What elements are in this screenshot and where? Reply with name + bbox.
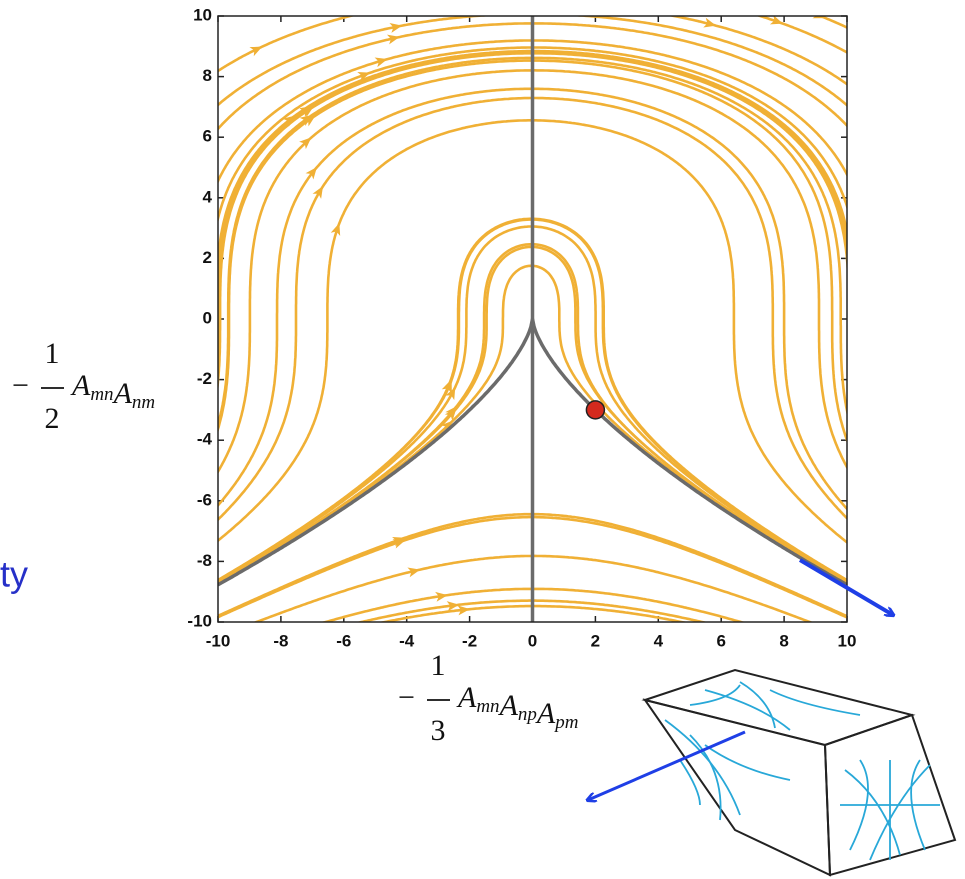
streamline (755, 16, 847, 54)
y-tick-label: -6 (197, 490, 212, 509)
stream-arrow (769, 16, 783, 25)
x-tick-label: -6 (336, 631, 351, 650)
streamline (218, 39, 847, 184)
fixed-point (585, 400, 606, 420)
plot-frame (217, 15, 848, 623)
label-numerator: 1 (45, 337, 60, 370)
stream-arrow (446, 601, 460, 612)
y-tick-label: 10 (193, 5, 212, 24)
label-subscript: pm (553, 712, 578, 733)
streamline (218, 59, 847, 444)
direction-arrow (588, 730, 746, 800)
stream-arrow (457, 605, 470, 616)
stream-arrow (312, 186, 324, 199)
label-subscript: np (518, 704, 537, 725)
x-tick-label: 10 (838, 631, 857, 650)
y-tick-label: -2 (197, 369, 212, 388)
y-tick-label: -10 (187, 611, 212, 630)
stream-arrow (302, 115, 316, 127)
y-tick-label: 6 (203, 127, 212, 146)
label-numerator: 1 (431, 649, 446, 682)
x-tick-label: 6 (716, 631, 725, 650)
x-tick-label: 0 (528, 631, 537, 650)
stream-arrow (435, 591, 448, 602)
streamline (218, 16, 356, 73)
cube-inset (641, 668, 957, 877)
label-subscript: mn (90, 384, 113, 405)
stream-arrow (703, 17, 717, 28)
y-tick-label: -4 (197, 430, 213, 449)
x-tick-label: 8 (779, 631, 788, 650)
stream-arrow (299, 137, 312, 150)
stream-arrow (357, 71, 371, 82)
stream-arrow (442, 380, 452, 394)
label-symbol: A (112, 377, 133, 410)
label-subscript: mn (476, 696, 499, 717)
plot: -10 -8 -6 -4 -2 0 2 4 6 8 10-10-8-6-4-20246810−12A… (12, 5, 856, 746)
y-tick-label: 2 (203, 248, 212, 267)
x-tick-label: -4 (399, 631, 415, 650)
stream-arrow (389, 23, 403, 33)
label-denominator: 3 (431, 714, 446, 747)
stream-arrow (445, 387, 456, 401)
streamline (218, 46, 847, 224)
label-symbol: A (70, 369, 91, 402)
streamline (218, 16, 847, 108)
stream-arrow (392, 536, 406, 547)
annotation: ty (0, 554, 28, 595)
y-tick-label: 4 (203, 187, 213, 206)
streamline (218, 52, 847, 393)
y-tick-label: 0 (203, 308, 212, 327)
x-tick-label: -10 (206, 631, 231, 650)
separatrix-curve (218, 318, 847, 587)
label-sign: − (12, 369, 29, 402)
y-tick-label: -8 (197, 551, 212, 570)
stream-arrow (445, 406, 457, 419)
x-tick-label: -2 (462, 631, 477, 650)
stream-arrow (305, 167, 317, 180)
y-tick-label: 8 (203, 66, 212, 85)
label-symbol: A (498, 689, 519, 722)
label-expression: AmnAnpApm (456, 681, 578, 733)
label-sign: − (398, 681, 415, 714)
stream-arrow (249, 46, 263, 57)
stream-arrow (300, 106, 314, 118)
label-subscript: nm (132, 392, 155, 413)
stream-arrow (407, 567, 421, 578)
label-expression: AmnAnm (70, 369, 155, 413)
stream-arrow (374, 57, 388, 68)
direction-arrow (798, 558, 893, 615)
x-tick-label: -8 (273, 631, 288, 650)
streamline (816, 16, 847, 29)
label-denominator: 2 (45, 402, 60, 435)
streamline (667, 16, 847, 86)
stream-arrow (440, 420, 454, 433)
stream-arrow (386, 34, 400, 45)
x-tick-label: 4 (654, 631, 664, 650)
x-tick-label: 2 (591, 631, 600, 650)
separatrix (218, 16, 847, 622)
label-symbol: A (456, 681, 477, 714)
label-symbol: A (535, 697, 556, 730)
stream-arrow (330, 223, 341, 236)
